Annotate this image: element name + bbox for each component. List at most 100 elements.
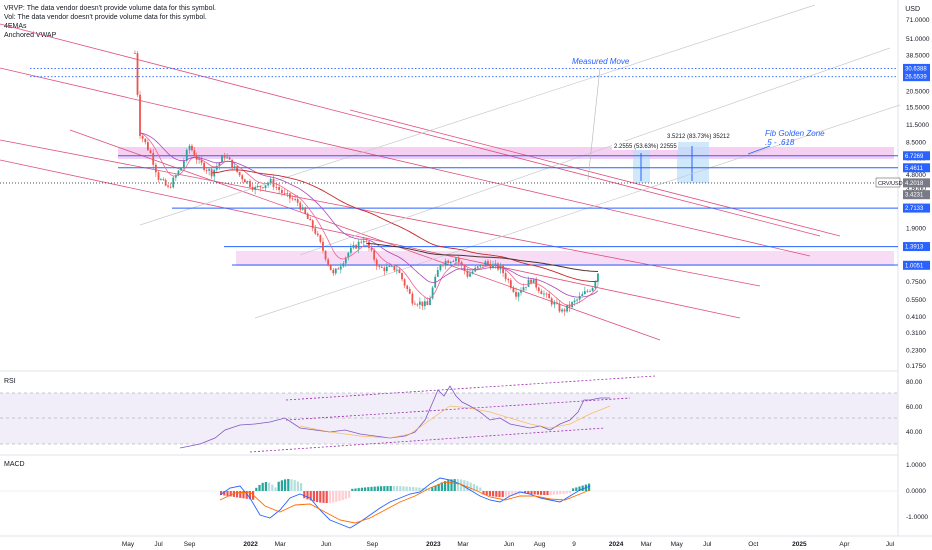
legend-line-emas[interactable]: 4EMAs <box>4 23 27 30</box>
candle-body <box>342 263 345 267</box>
price-tag-label: 3.4231 <box>905 193 924 199</box>
candle-body <box>563 309 566 312</box>
macd-histogram-bar <box>396 486 399 491</box>
candle-body <box>411 293 414 304</box>
price-tag <box>903 260 930 270</box>
candle-body <box>471 271 474 274</box>
rsi-tick-label: 60.00 <box>906 404 923 411</box>
candle-body <box>436 270 439 277</box>
macd-histogram-bar <box>293 480 296 491</box>
candle-body <box>558 303 561 312</box>
fib-zone-label[interactable]: Fib Golden Zone <box>765 129 825 138</box>
price-tag <box>903 203 930 213</box>
legend-line-vwap[interactable]: Anchored VWAP <box>4 32 57 39</box>
macd-histogram-bar <box>380 486 383 491</box>
candle-body <box>421 301 424 307</box>
macd-histogram-bar <box>552 491 555 495</box>
candle-body <box>337 268 340 270</box>
y-tick-label: 4.8000 <box>906 172 926 179</box>
measured-move-label[interactable]: Measured Move <box>572 57 630 66</box>
candle-body <box>185 149 188 161</box>
candle-body <box>520 290 522 293</box>
candle-body <box>537 287 540 292</box>
candle-body <box>576 299 578 301</box>
macd-histogram-bar <box>341 491 344 501</box>
candle-body <box>573 300 576 303</box>
candle-body <box>555 302 558 304</box>
candle-body <box>383 267 386 272</box>
candle-body <box>530 279 532 284</box>
candle-body <box>444 260 447 266</box>
x-tick-label: Jul <box>154 541 163 548</box>
candle-body <box>401 273 403 280</box>
candle-body <box>203 162 205 170</box>
rsi-trend-mid <box>285 397 631 421</box>
candle-body <box>507 279 510 281</box>
candle-body <box>236 166 239 172</box>
candle-body <box>455 258 457 262</box>
descending-channel-line <box>69 129 661 341</box>
price-tag <box>903 151 930 161</box>
x-tick-label: Jul <box>703 541 712 548</box>
macd-histogram-bar <box>255 487 258 491</box>
candle-body <box>316 233 319 236</box>
macd-histogram-bar <box>460 479 463 491</box>
macd-histogram-bar <box>348 491 351 498</box>
macd-histogram-bar <box>332 491 335 503</box>
fib-zone-arrow <box>747 145 771 155</box>
candle-body <box>365 240 368 242</box>
x-tick-label: 2024 <box>609 541 624 548</box>
candle-body <box>144 138 147 143</box>
candle-body <box>568 304 571 308</box>
candle-body <box>509 280 512 288</box>
ema-line <box>211 169 599 282</box>
macd-signal-line <box>219 481 591 524</box>
macd-histogram-bar <box>312 491 315 502</box>
y-tick-label: 3.8000 <box>906 186 926 193</box>
candle-body <box>141 135 144 139</box>
macd-histogram-bar <box>284 479 287 491</box>
descending-channel-line <box>349 109 841 237</box>
symbol-tag <box>875 177 901 188</box>
candle-body <box>532 279 535 284</box>
candle-body <box>332 269 335 274</box>
price-tag <box>903 63 930 73</box>
macd-histogram-bar <box>431 487 434 491</box>
candle-body <box>543 293 545 295</box>
macd-histogram-bar <box>287 479 290 491</box>
x-tick-label: Jun <box>321 541 332 548</box>
macd-histogram-bar <box>412 487 415 491</box>
candle-body <box>390 265 393 267</box>
macd-histogram-bar <box>498 491 501 497</box>
ema-line <box>366 243 599 272</box>
macd-histogram-bar <box>236 491 239 498</box>
currency-label[interactable]: USD <box>905 6 920 13</box>
macd-histogram-bar <box>546 491 549 495</box>
macd-histogram-bar <box>575 487 578 491</box>
candle-body <box>149 150 152 154</box>
macd-histogram-bar <box>402 486 405 491</box>
macd-histogram-bar <box>514 491 517 496</box>
macd-histogram-bar <box>469 482 472 491</box>
candle-body <box>423 301 426 307</box>
y-tick-label: 8.5000 <box>906 139 926 146</box>
macd-histogram-bar <box>450 479 453 491</box>
macd-histogram-bar <box>447 480 450 491</box>
price-tag-label: 4.2018 <box>905 181 924 187</box>
candle-body <box>296 199 299 203</box>
macd-panel-title[interactable]: MACD <box>4 461 25 468</box>
candle-body <box>360 241 363 243</box>
candle-body <box>517 292 520 297</box>
macd-histogram-bar <box>511 491 514 496</box>
candle-body <box>329 264 332 270</box>
macd-histogram-bar <box>565 491 568 494</box>
candle-body <box>218 162 221 167</box>
candle-body <box>174 175 177 178</box>
candle-body <box>301 207 304 210</box>
measured-move-pointer <box>587 67 601 181</box>
candle-body <box>550 298 553 305</box>
rsi-panel-title[interactable]: RSI <box>4 378 16 385</box>
macd-histogram-bar <box>540 491 543 495</box>
macd-histogram-bar <box>504 491 507 497</box>
